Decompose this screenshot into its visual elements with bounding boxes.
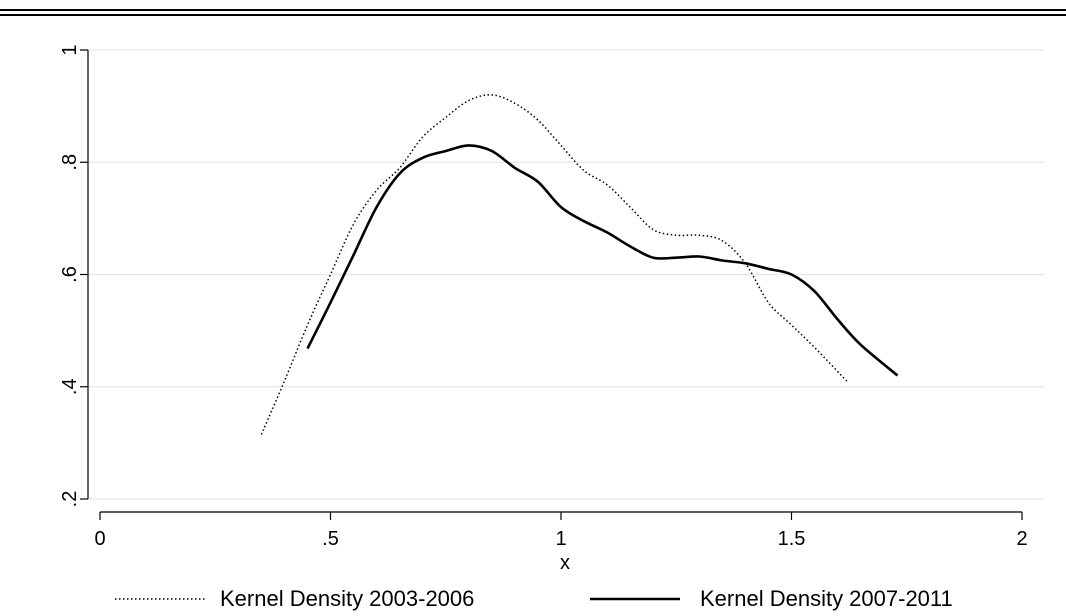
gridlines	[88, 49, 1044, 500]
y-tick-label-2: .6	[59, 266, 81, 283]
legend-label-1: Kernel Density 2007-2011	[700, 586, 953, 611]
y-tick-label-4: 1	[59, 44, 81, 55]
y-tick-label-1: .4	[59, 378, 81, 395]
legend-label-0: Kernel Density 2003-2006	[220, 586, 474, 611]
x-tick-label-0: 0	[94, 528, 105, 550]
series-lines	[260, 94, 899, 435]
axes: .2 .4 .6 .8 1 0 .5 1 1.5 2 x	[59, 44, 1028, 574]
x-tick-label-3: 1.5	[778, 528, 806, 550]
x-tick-label-4: 2	[1016, 528, 1027, 550]
y-tick-label-3: .8	[59, 154, 81, 171]
x-axis-title: x	[560, 552, 570, 574]
series-line-1	[306, 144, 899, 377]
x-tick-label-2: 1	[555, 528, 566, 550]
x-tick-label-1: .5	[322, 528, 339, 550]
y-tick-label-0: .2	[59, 491, 81, 508]
legend: Kernel Density 2003-2006 Kernel Density 2…	[115, 586, 953, 611]
